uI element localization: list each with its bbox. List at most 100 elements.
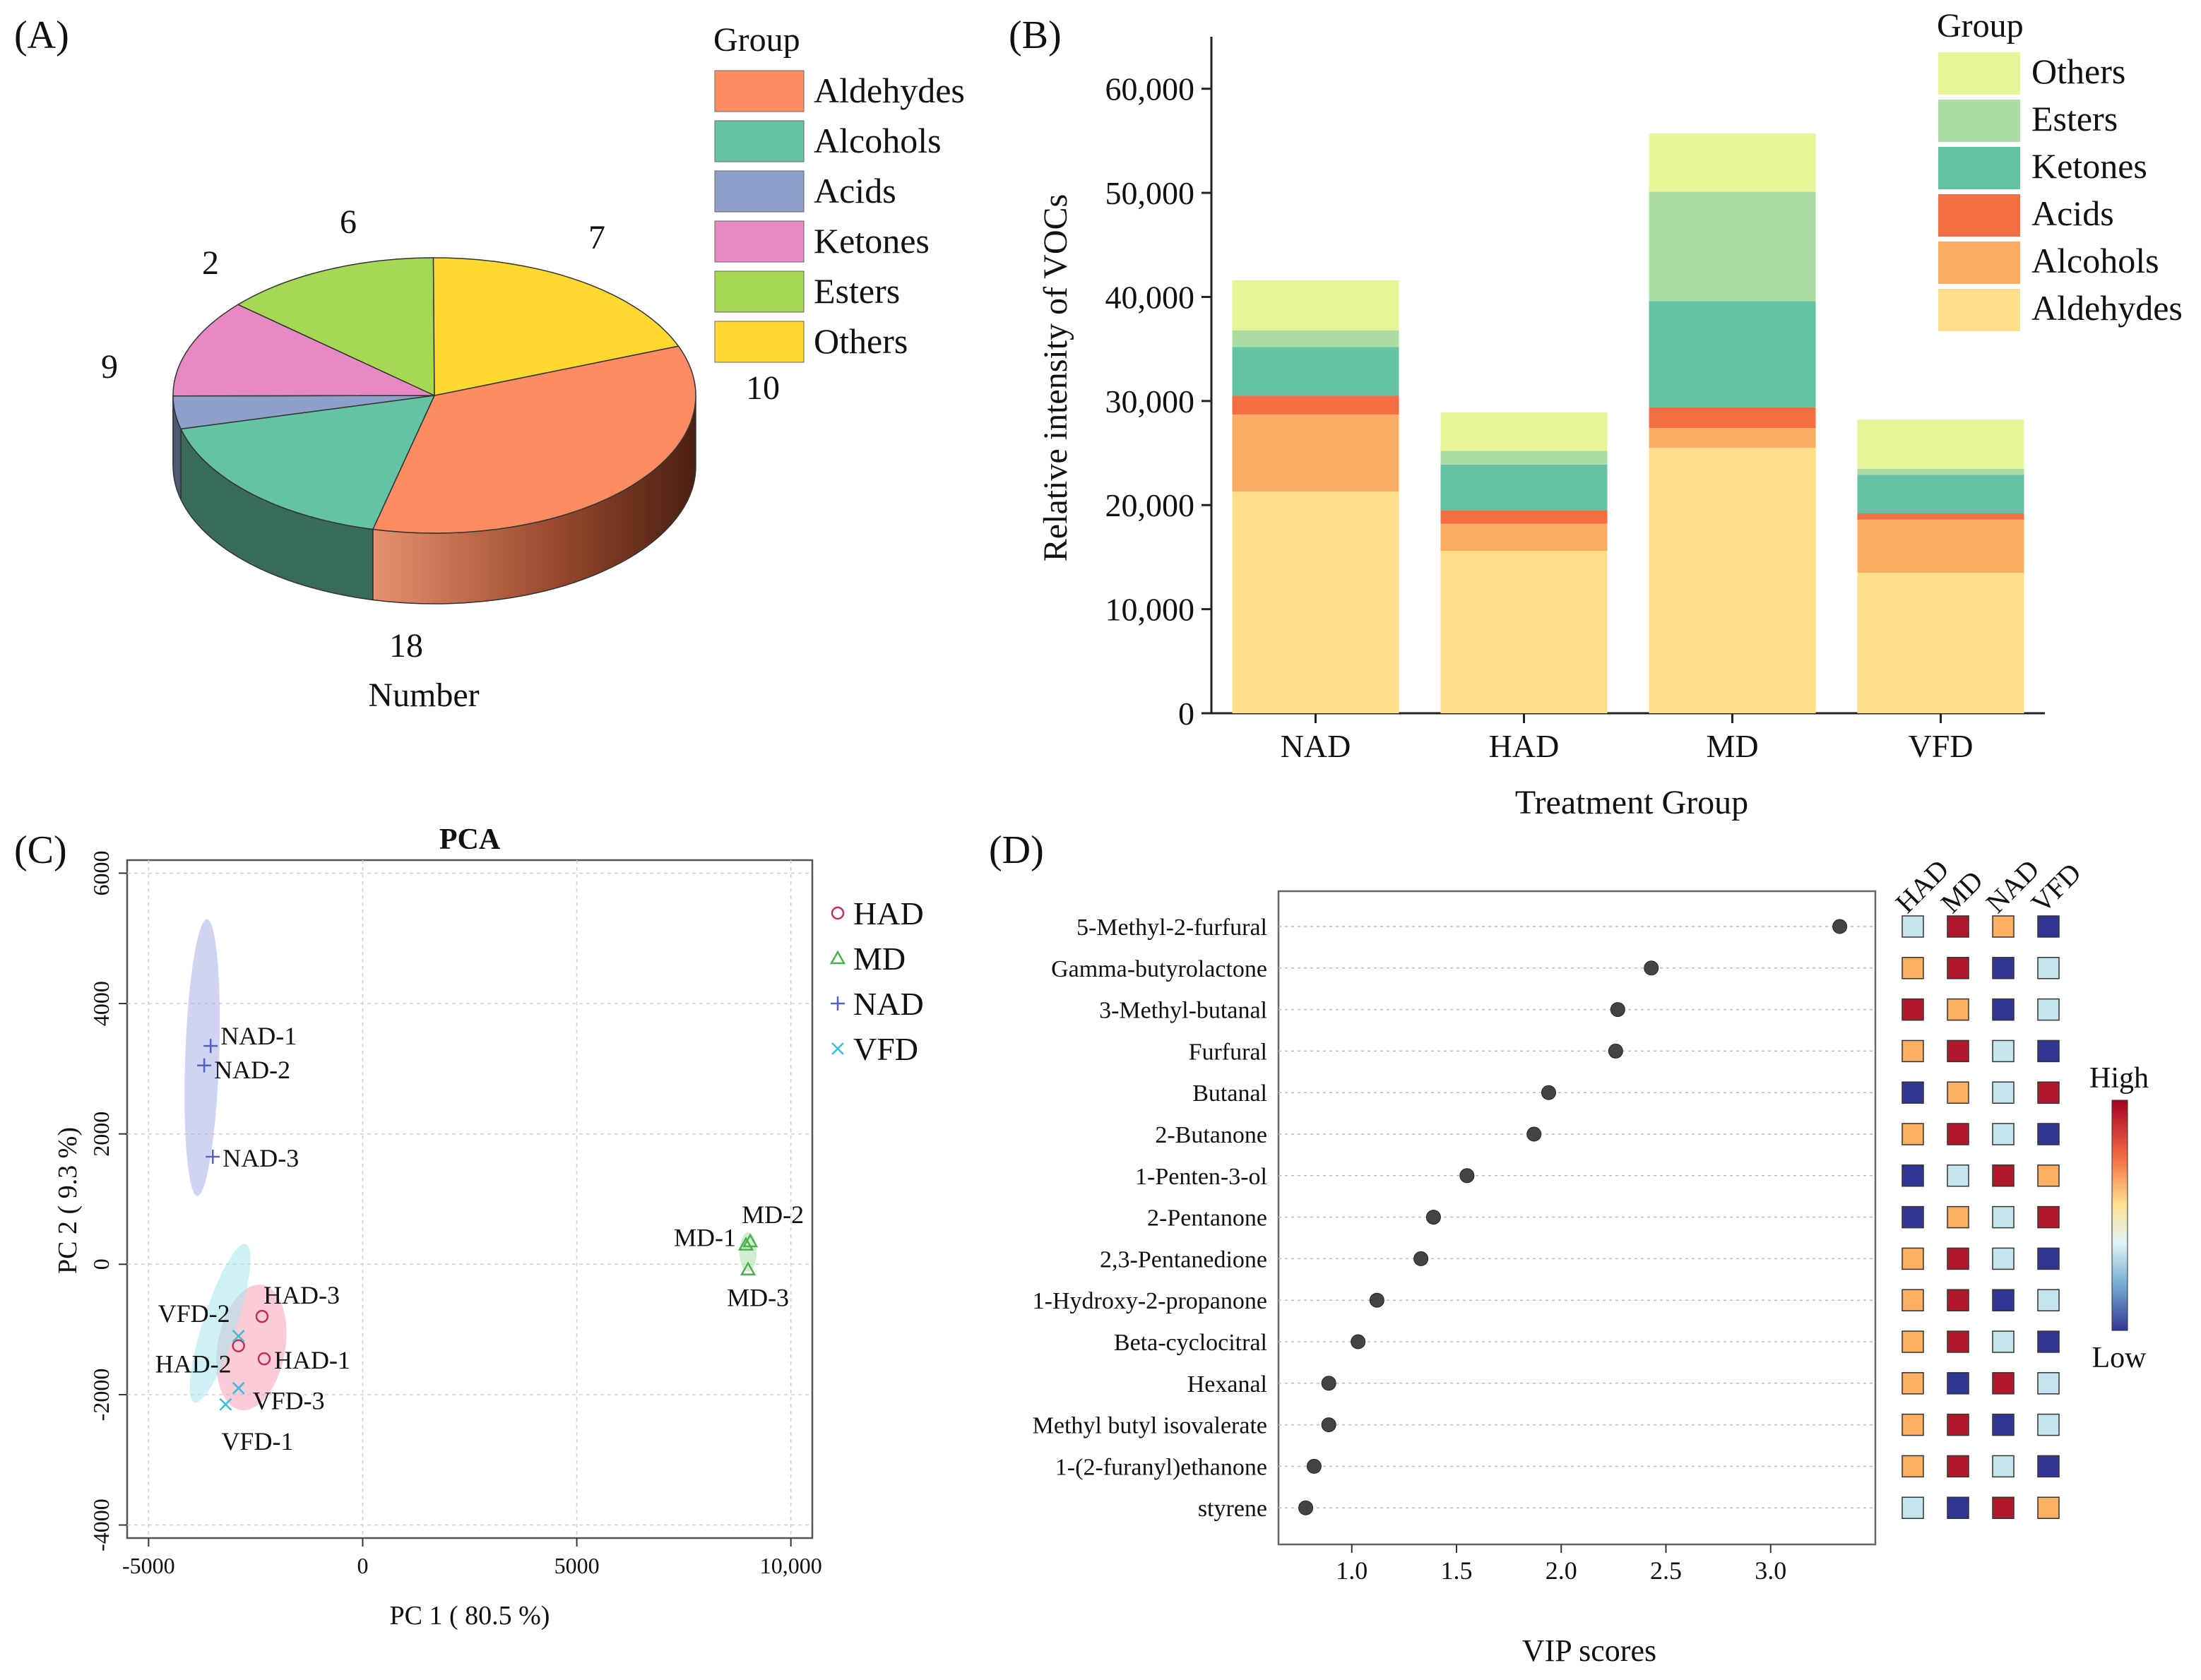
vip-dot: [1644, 960, 1659, 976]
bar-legend-label-acids: Acids: [2031, 193, 2114, 233]
scale-low-label: Low: [2092, 1342, 2147, 1374]
bar-nad-acids: [1232, 395, 1399, 415]
pie-value-label-alcohols: 9: [101, 348, 118, 386]
pie-legend-swatch-aldehydes: [714, 70, 805, 112]
pie-slice-aldehydes: [372, 345, 696, 534]
pca-point-label-nad-2: NAD-2: [214, 1056, 290, 1084]
pca-point-had-3: [255, 1309, 269, 1323]
heatmap-cell: [2037, 957, 2060, 979]
heatmap-cell: [1992, 1289, 2015, 1311]
bar-y-tick-label: 10,000: [1105, 592, 1195, 628]
heatmap-cell: [1947, 998, 1969, 1021]
bar-legend-label-aldehydes: Aldehydes: [2031, 288, 2183, 328]
pca-point-nad-2: [197, 1058, 212, 1073]
bar-legend-label-alcohols: Alcohols: [2031, 241, 2159, 280]
pie-value-labels: 18 9 2 6 7 10: [101, 203, 780, 665]
heatmap-cell: [1992, 998, 2015, 1021]
vip-dot: [1351, 1334, 1366, 1350]
pca-ylabel: PC 2 ( 9.3 %): [53, 1127, 83, 1274]
bar-y-tick-label: 40,000: [1105, 279, 1195, 315]
bar-legend-title: Group: [1937, 7, 2024, 44]
bar-nad-ketones: [1232, 347, 1399, 396]
heatmap-cell: [1902, 915, 1924, 938]
heatmap-cell: [1902, 1330, 1924, 1353]
pca-point-vfd-1: [219, 1398, 232, 1411]
heatmap-cell: [1947, 1413, 1969, 1436]
pie-slices: [172, 257, 696, 534]
heatmap-cell: [1902, 1289, 1924, 1311]
pca-point-label-md-2: MD-2: [742, 1201, 804, 1229]
vip-row-label: 5-Methyl-2-furfural: [1076, 915, 1267, 941]
pca-ellipse-nad: [184, 919, 220, 1196]
heatmap-cell: [2037, 1205, 2060, 1229]
vip-dot: [1425, 1210, 1441, 1225]
heatmap-cell: [1992, 1247, 2015, 1270]
heatmap-cell: [1902, 957, 1924, 979]
bar-legend-swatch-ketones: [1938, 147, 2020, 189]
bar-series: [1232, 133, 2024, 713]
pca-y-tick-label: 2000: [88, 1112, 114, 1157]
bar-legend-swatch-aldehydes: [1938, 289, 2020, 331]
pie-legend-label-acids: Acids: [814, 171, 896, 210]
heatmap-cell: [1947, 1039, 1969, 1063]
vip-chart: 5-Methyl-2-furfural Gamma-butyrolactone 3-…: [1033, 890, 1877, 1668]
heatmap-cell: [1902, 1081, 1924, 1104]
heatmap-cell: [1947, 1455, 1969, 1478]
heatmap-cell: [1992, 1205, 2015, 1229]
pca-points: HAD-1 HAD-2 HAD-3 MD-1MD-2 MD-3 NAD-1 NAD-2 NAD…: [155, 1022, 804, 1455]
heatmap-cell: [1947, 1496, 1969, 1519]
pca-point-label-md-1: MD-1: [674, 1224, 736, 1252]
pie-legend-swatch-alcohols: [714, 120, 805, 162]
vip-xlabel: VIP scores: [1522, 1633, 1656, 1668]
vip-x-axis: 1.0 1.5 2.0 2.5 3.0: [1336, 1544, 1786, 1585]
heatmap-cell: [2037, 1247, 2060, 1270]
pca-plot-frame: [126, 859, 814, 1539]
bar-y-tick-label: 30,000: [1105, 383, 1195, 419]
heatmap-cell: [1902, 1455, 1924, 1478]
pie-value-label-aldehydes: 18: [389, 627, 423, 665]
bar-had-ketones: [1440, 464, 1608, 511]
vip-row-label: 3-Methyl-butanal: [1099, 998, 1267, 1024]
bar-legend-label-ketones: Ketones: [2031, 146, 2147, 186]
heatmap-cell: [1902, 1039, 1924, 1063]
pie-legend-swatch-acids: [714, 170, 805, 213]
pca-x-tick-label: 0: [357, 1553, 368, 1578]
pie-slice-esters: [237, 257, 435, 397]
pie-legend-title: Group: [713, 21, 800, 59]
pie-legend-swatch-esters: [714, 270, 805, 313]
pca-point-had-2: [232, 1339, 245, 1352]
heatmap-cell: [1992, 1413, 2015, 1436]
stacked-bar-chart: 0 10,000 20,000 30,000 40,000 50,000 60,000 NA…: [1037, 7, 2183, 821]
bar-had-aldehydes: [1440, 551, 1608, 713]
heatmap-cell: [1902, 1205, 1924, 1229]
heatmap-cell: [1902, 1372, 1924, 1395]
bar-y-axis: 0 10,000 20,000 30,000 40,000 50,000 60,000: [1105, 37, 1213, 732]
pca-legend-label-vfd: VFD: [853, 1031, 918, 1067]
pie-legend-label-alcohols: Alcohols: [814, 121, 942, 160]
heatmap-cell: [1992, 1081, 2015, 1104]
vip-dot: [1610, 1002, 1625, 1018]
bar-x-tick-label-vfd: VFD: [1908, 728, 1973, 764]
bar-legend-label-others: Others: [2031, 52, 2125, 91]
bar-nad-aldehydes: [1232, 492, 1399, 713]
pca-legend-marker-vfd: [831, 1042, 844, 1055]
bar-x-tick-label-nad: NAD: [1281, 728, 1351, 764]
pca-point-nad-1: [203, 1039, 218, 1054]
heatmap-cell: [1947, 1164, 1969, 1187]
bar-y-tick-label: 0: [1178, 696, 1194, 732]
vip-dot: [1526, 1126, 1542, 1142]
heatmap-cell: [1902, 1496, 1924, 1519]
heatmap-cell: [1992, 1164, 2015, 1187]
heatmap-cell: [1992, 1455, 2015, 1478]
pie-slice-others: [432, 257, 680, 396]
pca-legend-marker-had: [831, 906, 845, 920]
bar-legend-swatch-acids: [1938, 194, 2020, 237]
pca-legend-marker-nad: [831, 996, 845, 1011]
bar-legend-swatch-others: [1938, 52, 2020, 95]
pca-point-label-vfd-1: VFD-1: [221, 1427, 293, 1455]
scale-high-label: High: [2089, 1062, 2149, 1095]
heatmap-cell: [1947, 1289, 1969, 1311]
heatmap-cell: [2037, 1081, 2060, 1104]
